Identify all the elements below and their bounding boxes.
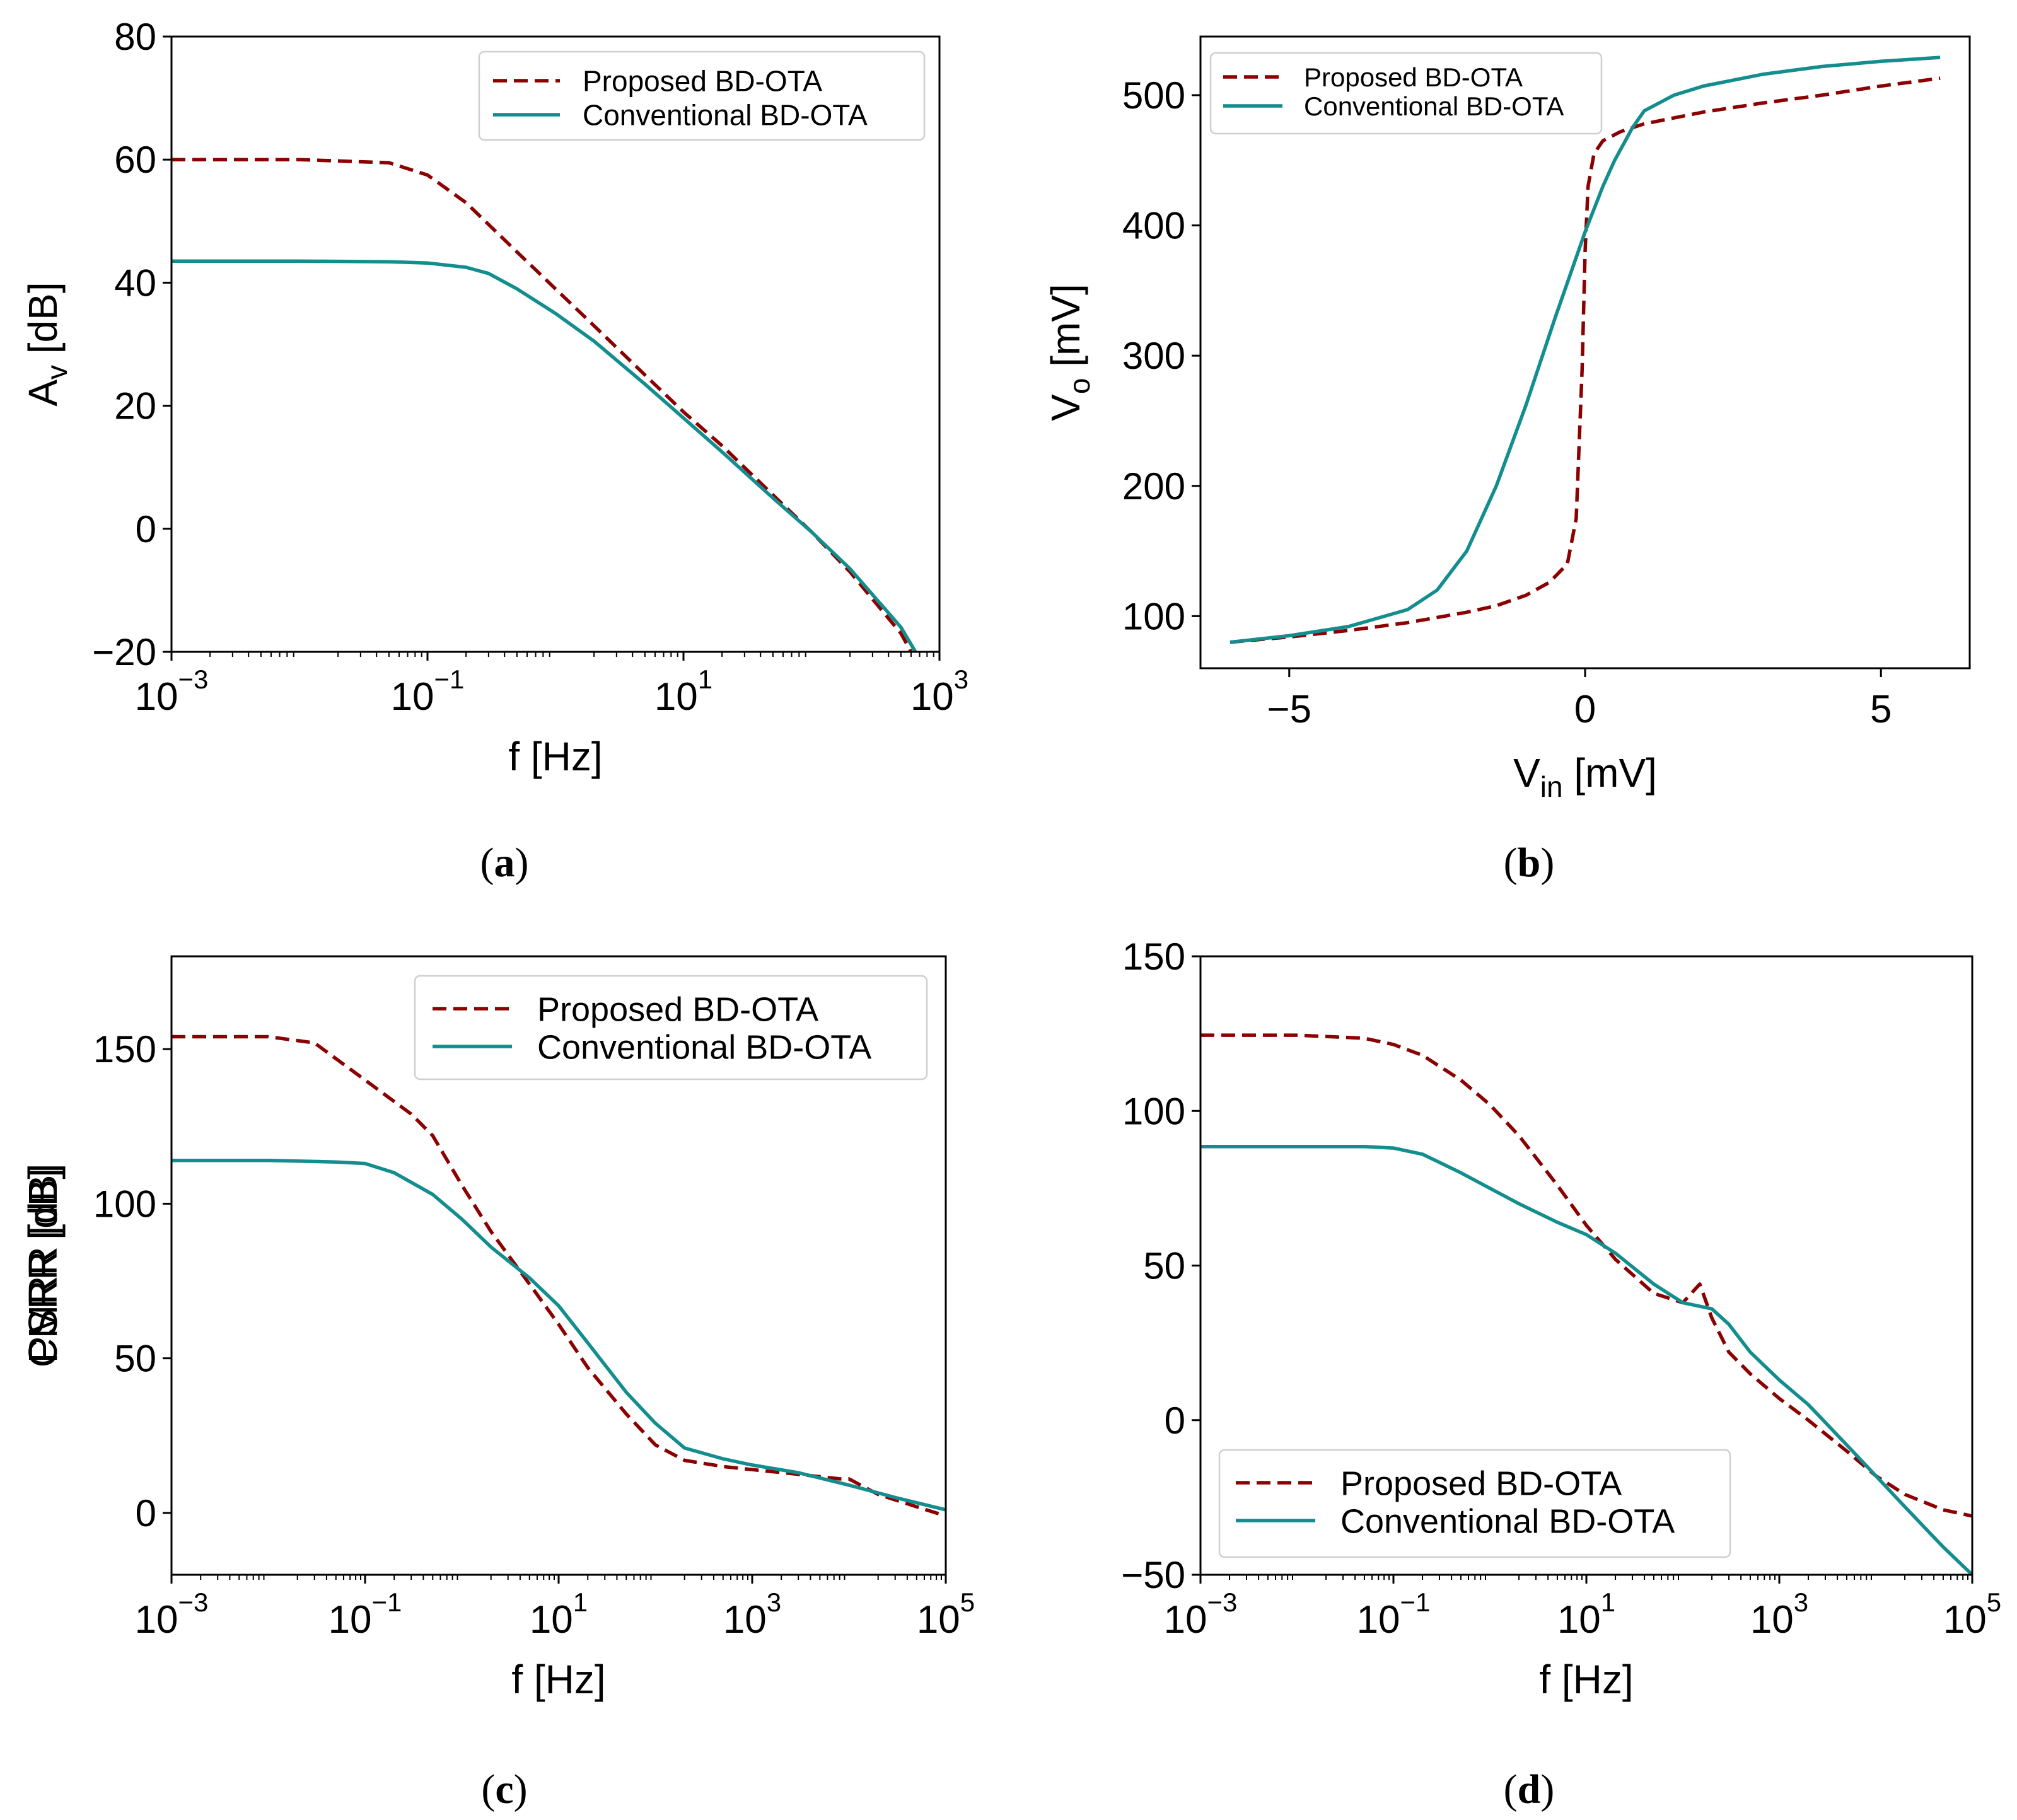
x-tick-label: 105	[917, 1587, 975, 1642]
x-tick-exponent: −3	[178, 1587, 209, 1617]
x-tick-exponent: 3	[767, 1587, 781, 1617]
y-tick-label: 100	[1122, 595, 1185, 637]
x-tick-label: 101	[654, 664, 712, 719]
series-proposed-line	[1200, 1033, 1972, 1518]
x-tick-label: 103	[723, 1587, 781, 1642]
axes-frame	[170, 35, 941, 653]
chart-b: 100 200 300 400 500 −5 0 5 Vin [mV] Vo [mV] Propos…	[1043, 35, 1971, 803]
legend-box	[478, 50, 926, 141]
y-tick-label: 400	[1122, 205, 1185, 247]
x-axis-label: f [Hz]	[1539, 1657, 1633, 1702]
legend-entry-label: Conventional BD-OTA	[1304, 91, 1564, 121]
panel-caption: (d)	[1504, 1766, 1555, 1812]
x-tick-label: 10−3	[1164, 1587, 1238, 1642]
y-tick-label: 300	[1122, 335, 1185, 377]
y-tick-label: 200	[1122, 465, 1185, 507]
legend-box	[414, 975, 928, 1081]
x-tick-exponent: −3	[1207, 1587, 1238, 1617]
x-tick-exponent: 1	[1601, 1587, 1615, 1617]
y-tick-label: −20	[92, 631, 156, 673]
x-tick-label: 105	[1943, 1587, 2001, 1642]
chart-a: −20 0 20 40 60 80 10−3 10−1 101 103 f [Hz] Av [dB] P…	[20, 16, 968, 779]
x-tick-exponent: 3	[1794, 1587, 1808, 1617]
y-tick-label: 500	[1122, 74, 1185, 117]
y-tick-label: 0	[136, 1492, 156, 1534]
panel-caption: (c)	[481, 1766, 527, 1812]
legend-box	[1209, 52, 1603, 135]
x-tick-label: 10−3	[135, 664, 209, 719]
x-tick-label: 0	[1574, 688, 1596, 731]
x-tick-exponent: −3	[178, 664, 209, 694]
y-axis-label: CMRR [dB]	[20, 1164, 66, 1368]
panel-caption: (a)	[480, 840, 529, 886]
y-tick-label: 50	[114, 1338, 156, 1380]
x-tick-label: −5	[1267, 688, 1311, 731]
y-tick-label: −50	[1121, 1554, 1185, 1596]
series-proposed-line	[1229, 76, 1941, 644]
x-tick-label: 101	[1557, 1587, 1615, 1642]
legend-entry-label: Conventional BD-OTA	[1340, 1502, 1675, 1540]
x-tick-exponent: 1	[573, 1587, 588, 1617]
legend-entry-label: Proposed BD-OTA	[537, 990, 818, 1028]
y-tick-label: 0	[136, 508, 156, 550]
x-tick-label: 10−1	[328, 1587, 402, 1642]
x-tick-exponent: −1	[434, 664, 465, 694]
x-axis-label: f [Hz]	[511, 1657, 605, 1702]
x-tick-exponent: −1	[1400, 1587, 1431, 1617]
y-tick-label: 100	[93, 1183, 156, 1225]
x-axis-label: f [Hz]	[508, 734, 602, 779]
y-tick-label: 40	[114, 262, 156, 304]
y-axis-label: Av [dB]	[20, 282, 73, 406]
legend-entry-label: Proposed BD-OTA	[583, 65, 822, 98]
x-tick-label: 5	[1870, 688, 1892, 731]
y-tick-label: 60	[114, 139, 156, 181]
series-conventional-line	[1229, 55, 1941, 644]
x-tick-label: 10−1	[1357, 1587, 1431, 1642]
legend-entry-label: Conventional BD-OTA	[583, 99, 868, 132]
y-tick-label: 80	[114, 16, 156, 58]
series-conventional-line	[1200, 1144, 1972, 1575]
x-tick-exponent: 3	[954, 664, 968, 694]
y-tick-label: 50	[1143, 1245, 1185, 1287]
y-tick-label: 150	[1122, 936, 1185, 978]
x-tick-exponent: 5	[960, 1587, 975, 1617]
legend-entry-label: Proposed BD-OTA	[1304, 62, 1523, 92]
x-tick-exponent: 5	[1987, 1587, 2001, 1617]
x-axis-label: Vin [mV]	[1513, 750, 1657, 803]
panel-caption: (b)	[1504, 840, 1555, 886]
x-tick-exponent: 1	[698, 664, 712, 694]
x-tick-label: 103	[1750, 1587, 1808, 1642]
y-axis-label: PSRR [dB]	[20, 1168, 66, 1363]
legend-entry-label: Conventional BD-OTA	[537, 1028, 871, 1066]
legend-entry-label: Proposed BD-OTA	[1340, 1464, 1622, 1502]
series-proposed-line	[171, 158, 913, 652]
series-proposed-line	[171, 1035, 946, 1518]
y-axis-label: Vo [mV]	[1043, 284, 1096, 421]
x-tick-label: 10−1	[391, 664, 465, 719]
x-tick-label: 101	[530, 1587, 588, 1642]
chart-c: 0 50 100 150 10−3 10−1 101 103 105 f [Hz] CMRR [dB…	[20, 955, 975, 1702]
y-tick-label: 100	[1122, 1090, 1185, 1132]
x-tick-exponent: −1	[372, 1587, 402, 1617]
x-tick-label: 10−3	[135, 1587, 209, 1642]
legend-box	[1218, 1449, 1731, 1558]
series-conventional-line	[171, 1158, 946, 1512]
x-tick-label: 103	[910, 664, 968, 719]
y-tick-label: 20	[114, 385, 156, 427]
series-conventional-line	[171, 259, 917, 652]
y-tick-label: 0	[1165, 1400, 1185, 1442]
y-tick-label: 150	[93, 1028, 156, 1070]
